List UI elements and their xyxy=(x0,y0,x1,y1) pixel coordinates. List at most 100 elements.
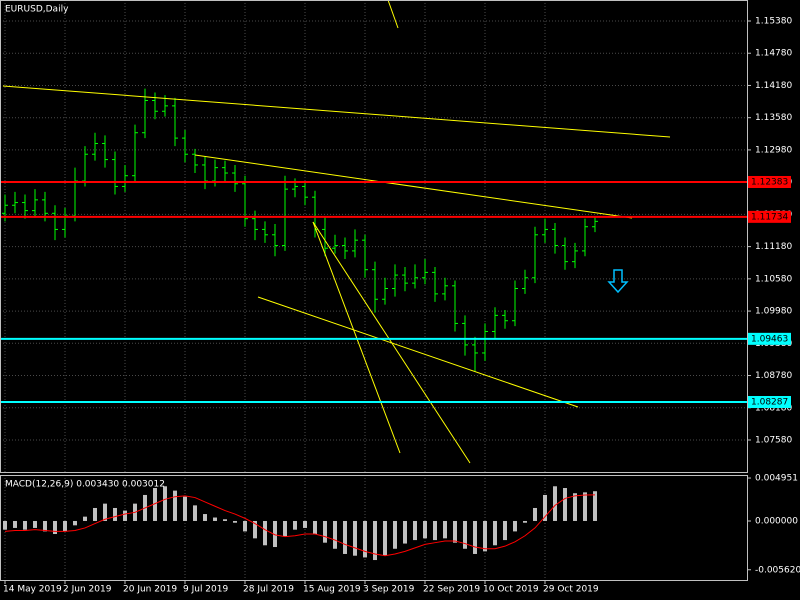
macd-bar xyxy=(233,520,237,523)
trend-line xyxy=(257,296,579,408)
macd-bar xyxy=(313,520,317,535)
macd-bar xyxy=(393,520,397,549)
x-tick-label: 15 Aug 2019 xyxy=(303,585,361,595)
macd-bar xyxy=(513,520,517,532)
macd-bar xyxy=(153,488,157,521)
level-label: 1.11734 xyxy=(751,212,788,222)
macd-bar xyxy=(213,517,217,521)
macd-bar xyxy=(93,507,97,521)
y-tick-label: 1.14180 xyxy=(755,81,792,91)
trend-line xyxy=(312,221,471,464)
chart-title: EURUSD,Daily xyxy=(5,5,69,15)
macd-bar xyxy=(553,486,557,521)
y-tick-label: 1.11180 xyxy=(755,242,792,252)
y-tick-label: 1.08180 xyxy=(755,403,792,413)
macd-bar xyxy=(103,503,107,521)
marks xyxy=(2,88,598,561)
macd-bar xyxy=(303,520,307,528)
macd-bar xyxy=(543,494,547,521)
macd-bar xyxy=(73,520,77,526)
macd-bar xyxy=(173,490,177,521)
macd-bar xyxy=(293,520,297,530)
trend-line xyxy=(312,221,401,454)
x-tick-label: 29 Oct 2019 xyxy=(543,585,599,595)
trend-line xyxy=(2,85,671,138)
y-tick-label: 1.12980 xyxy=(755,145,792,155)
macd-bar xyxy=(323,520,327,543)
macd-bar xyxy=(473,520,477,554)
macd-bar xyxy=(353,520,357,556)
y-tick-label: 1.13580 xyxy=(755,113,792,123)
level-label: 1.12383 xyxy=(751,177,788,187)
macd-bar xyxy=(563,488,567,521)
trend-lines xyxy=(2,0,671,464)
level-label: 1.08287 xyxy=(751,398,788,408)
x-tick-label: 9 Jul 2019 xyxy=(183,585,228,595)
macd-bar xyxy=(433,520,437,541)
level-label-box xyxy=(748,396,791,409)
macd-bar xyxy=(83,516,87,521)
x-tick-label: 2 Jun 2019 xyxy=(63,585,112,595)
macd-bar xyxy=(373,520,377,561)
x-tick-label: 10 Oct 2019 xyxy=(483,585,539,595)
macd-bar xyxy=(573,493,577,521)
y-tick-label: 1.15380 xyxy=(755,17,792,27)
macd-bar xyxy=(3,520,7,530)
macd-bar xyxy=(183,496,187,521)
macd-bar xyxy=(363,520,367,558)
macd-bar xyxy=(483,520,487,552)
macd-bar xyxy=(333,520,337,549)
macd-bar xyxy=(283,520,287,537)
signal-line xyxy=(4,494,596,557)
y-tick-label: 1.10580 xyxy=(755,274,792,284)
macd-bar xyxy=(523,520,527,523)
x-tick-label: 22 Sep 2019 xyxy=(423,585,480,595)
overlay: 1.12383 1.11734 1.09463 1.08287 xyxy=(0,175,791,409)
macd-bar xyxy=(33,520,37,528)
macd-bar xyxy=(273,520,277,548)
x-tick-label: 3 Sep 2019 xyxy=(363,585,415,595)
macd-bar xyxy=(583,492,587,521)
y-tick-label: 1.07580 xyxy=(755,435,792,445)
macd-bar xyxy=(253,520,257,539)
macd-bar xyxy=(123,510,127,521)
level-label: 1.09463 xyxy=(751,334,788,344)
x-tick-label: 28 Jul 2019 xyxy=(243,585,294,595)
macd-bar xyxy=(223,519,227,521)
y-tick-label: 0.000000 xyxy=(755,516,798,526)
macd-bar xyxy=(203,514,207,521)
main-frame xyxy=(0,0,748,473)
macd-bar xyxy=(53,520,57,535)
macd-bar xyxy=(463,520,467,549)
level-label-box xyxy=(748,332,791,345)
macd-bar xyxy=(423,520,427,539)
x-tick-label: 20 Jun 2019 xyxy=(123,585,177,595)
macd-bar xyxy=(13,520,17,528)
macd-bar xyxy=(113,507,117,521)
y-tick-label: 0.004951 xyxy=(755,474,798,484)
y-tick-label: 1.08780 xyxy=(755,371,792,381)
macd-bar xyxy=(453,520,457,543)
level-label-box xyxy=(748,175,791,188)
y-tick-label: -0.005620 xyxy=(755,565,800,575)
macd-bar xyxy=(383,520,387,556)
trend-line xyxy=(194,154,633,219)
macd-bar xyxy=(413,520,417,541)
macd-bar xyxy=(503,520,507,541)
macd-bar xyxy=(493,520,497,546)
macd-frame xyxy=(0,475,748,581)
macd-bar xyxy=(23,520,27,530)
level-label-box xyxy=(748,210,791,223)
macd-bar xyxy=(443,520,447,539)
macd-bar xyxy=(243,520,247,532)
macd-bar xyxy=(163,486,167,521)
sell-arrow xyxy=(607,269,629,294)
macd-bar xyxy=(263,520,267,546)
indicator-title: MACD(12,26,9) 0.003430 0.003012 xyxy=(5,480,165,490)
y-tick-label: 1.09980 xyxy=(755,307,792,317)
trend-line xyxy=(387,0,399,29)
macd-bar xyxy=(43,520,47,532)
